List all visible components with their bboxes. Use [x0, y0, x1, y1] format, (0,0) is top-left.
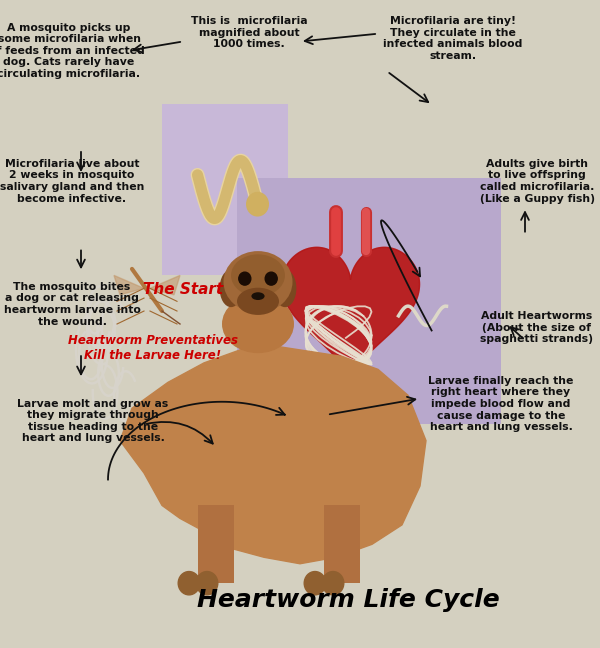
- Polygon shape: [150, 275, 180, 295]
- Circle shape: [265, 272, 277, 285]
- Bar: [237, 178, 501, 424]
- Text: Heartworm Life Cycle: Heartworm Life Cycle: [197, 588, 499, 612]
- Polygon shape: [281, 248, 419, 382]
- Ellipse shape: [237, 288, 279, 315]
- Bar: [162, 104, 288, 275]
- Bar: [324, 505, 360, 583]
- Text: Microfilaria live about
2 weeks in mosquito
salivary gland and then
become infec: Microfilaria live about 2 weeks in mosqu…: [0, 159, 144, 203]
- Polygon shape: [281, 248, 419, 382]
- Text: A mosquito picks up
some microfilaria when
if feeds from an infected
dog. Cats r: A mosquito picks up some microfilaria wh…: [0, 23, 145, 79]
- Polygon shape: [120, 343, 426, 564]
- Text: Adult Heartworms
(About the size of
spaghetti strands): Adult Heartworms (About the size of spag…: [481, 311, 593, 344]
- Circle shape: [304, 572, 326, 595]
- Ellipse shape: [220, 270, 242, 307]
- Ellipse shape: [222, 295, 294, 353]
- Circle shape: [178, 572, 200, 595]
- Ellipse shape: [274, 270, 296, 307]
- Text: Adults give birth
to live offspring
called microfilaria.
(Like a Guppy fish): Adults give birth to live offspring call…: [479, 159, 595, 203]
- Ellipse shape: [231, 255, 285, 297]
- Text: This is  microfilaria
magnified about
1000 times.: This is microfilaria magnified about 100…: [191, 16, 307, 49]
- Text: Larvae molt and grow as
they migrate through
tissue heading to the
heart and lun: Larvae molt and grow as they migrate thr…: [17, 399, 169, 443]
- Circle shape: [247, 192, 268, 216]
- Ellipse shape: [223, 251, 293, 313]
- Circle shape: [322, 572, 344, 595]
- Text: Microfilaria are tiny!
They circulate in the
infected animals blood
stream.: Microfilaria are tiny! They circulate in…: [383, 16, 523, 61]
- Circle shape: [196, 572, 218, 595]
- Text: The mosquito bites
a dog or cat releasing
heartworm larvae into
the wound.: The mosquito bites a dog or cat releasin…: [4, 282, 140, 327]
- Bar: [198, 505, 234, 583]
- Polygon shape: [114, 275, 144, 295]
- Ellipse shape: [251, 292, 265, 300]
- Text: Larvae finally reach the
right heart where they
impede blood flow and
cause dama: Larvae finally reach the right heart whe…: [428, 376, 574, 432]
- Circle shape: [239, 272, 251, 285]
- Text: Heartworm Preventatives
Kill the Larvae Here!: Heartworm Preventatives Kill the Larvae …: [68, 334, 238, 362]
- Text: The Start: The Start: [143, 282, 223, 297]
